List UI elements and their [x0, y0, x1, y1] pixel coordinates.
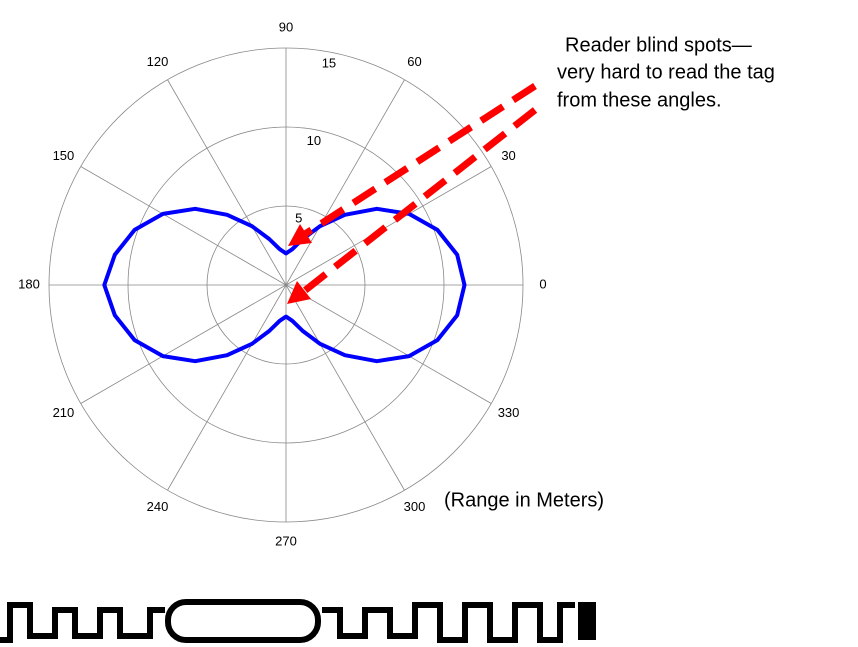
annotation: from these angles. [557, 89, 722, 111]
theta-tick-label: 90 [279, 19, 293, 34]
theta-tick-label: 240 [147, 499, 169, 514]
antenna-illustration [0, 599, 575, 643]
theta-tick-label: 210 [53, 405, 75, 420]
annotation: (Range in Meters) [444, 489, 604, 511]
spoke [285, 284, 492, 404]
spoke [167, 79, 287, 286]
theta-tick-label: 30 [501, 148, 515, 163]
arrow-line [303, 83, 537, 237]
arrow-head [288, 224, 312, 246]
spoke [167, 284, 287, 491]
theta-tick-label: 120 [147, 54, 169, 69]
spoke [80, 284, 287, 404]
antenna-meander [0, 602, 165, 643]
spoke [285, 166, 492, 286]
theta-tick-label: 180 [18, 276, 40, 291]
arrow-head [287, 281, 311, 304]
spoke [285, 79, 405, 286]
theta-tick-label: 60 [407, 54, 421, 69]
theta-tick-label: 300 [404, 499, 426, 514]
antenna-meander [322, 602, 575, 643]
theta-tick-label: 270 [275, 533, 297, 548]
arrow-line [300, 107, 538, 295]
arrows [287, 83, 538, 304]
antenna-chip [578, 602, 596, 640]
annotation: very hard to read the tag [557, 61, 775, 83]
r-tick-label: 10 [307, 133, 321, 148]
spoke [285, 284, 405, 491]
r-tick-label: 15 [322, 56, 336, 71]
antenna-loop [165, 599, 321, 643]
annotation: Reader blind spots— [565, 34, 752, 56]
spoke [80, 166, 287, 286]
series-line [102, 206, 467, 364]
r-tick-label: 5 [295, 211, 302, 226]
theta-tick-label: 150 [53, 148, 75, 163]
theta-tick-label: 330 [498, 405, 520, 420]
theta-tick-label: 0 [539, 276, 546, 291]
